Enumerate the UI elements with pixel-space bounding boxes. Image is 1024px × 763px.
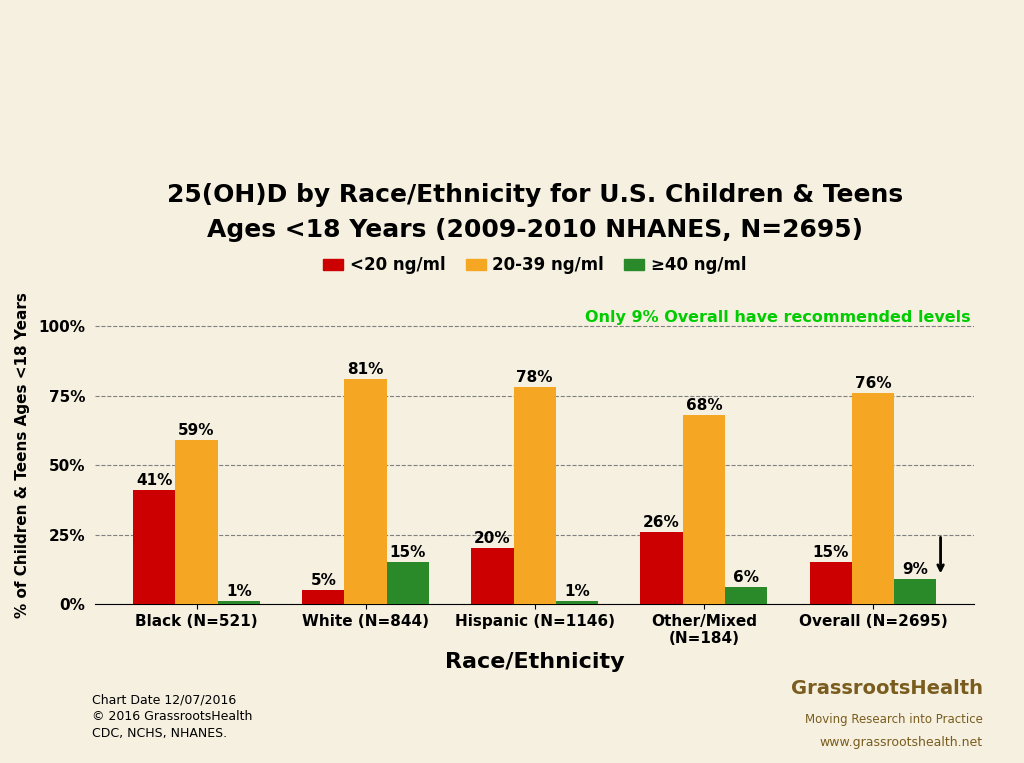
Bar: [387, 562, 429, 604]
Text: 26%: 26%: [643, 514, 680, 530]
Bar: [471, 549, 514, 604]
Bar: [344, 379, 387, 604]
Text: 41%: 41%: [136, 473, 172, 488]
Text: www.grassrootshealth.net: www.grassrootshealth.net: [820, 736, 983, 749]
Bar: [810, 562, 852, 604]
Text: Only 9% Overall have recommended levels: Only 9% Overall have recommended levels: [586, 311, 971, 325]
Bar: [640, 532, 683, 604]
Text: 6%: 6%: [733, 570, 759, 585]
Bar: [514, 388, 556, 604]
Bar: [302, 590, 344, 604]
Title: 25(OH)D by Race/Ethnicity for U.S. Children & Teens
Ages <18 Years (2009-2010 NH: 25(OH)D by Race/Ethnicity for U.S. Child…: [167, 183, 903, 243]
Bar: [218, 601, 260, 604]
Text: 76%: 76%: [855, 375, 891, 391]
Bar: [556, 601, 598, 604]
Text: 5%: 5%: [310, 573, 336, 588]
Text: 15%: 15%: [812, 545, 849, 560]
Text: Chart Date 12/07/2016
© 2016 GrassrootsHealth
CDC, NCHS, NHANES.: Chart Date 12/07/2016 © 2016 GrassrootsH…: [92, 693, 253, 740]
Bar: [133, 490, 175, 604]
Text: Moving Research into Practice: Moving Research into Practice: [805, 713, 983, 726]
Text: 15%: 15%: [390, 545, 426, 560]
X-axis label: Race/Ethnicity: Race/Ethnicity: [444, 652, 625, 671]
Text: 9%: 9%: [902, 562, 928, 577]
Text: 78%: 78%: [516, 370, 553, 385]
Text: GrassrootsHealth: GrassrootsHealth: [791, 679, 983, 698]
Text: 68%: 68%: [685, 398, 722, 413]
Y-axis label: % of Children & Teens Ages <18 Years: % of Children & Teens Ages <18 Years: [15, 292, 30, 618]
Text: 1%: 1%: [564, 584, 590, 599]
Text: 59%: 59%: [178, 423, 215, 438]
Legend: <20 ng/ml, 20-39 ng/ml, ≥40 ng/ml: <20 ng/ml, 20-39 ng/ml, ≥40 ng/ml: [316, 250, 753, 281]
Text: 20%: 20%: [474, 531, 511, 546]
Text: 81%: 81%: [347, 362, 384, 377]
Bar: [852, 393, 894, 604]
Bar: [894, 579, 936, 604]
Text: 1%: 1%: [226, 584, 252, 599]
Bar: [175, 440, 218, 604]
Bar: [683, 415, 725, 604]
Bar: [725, 588, 767, 604]
